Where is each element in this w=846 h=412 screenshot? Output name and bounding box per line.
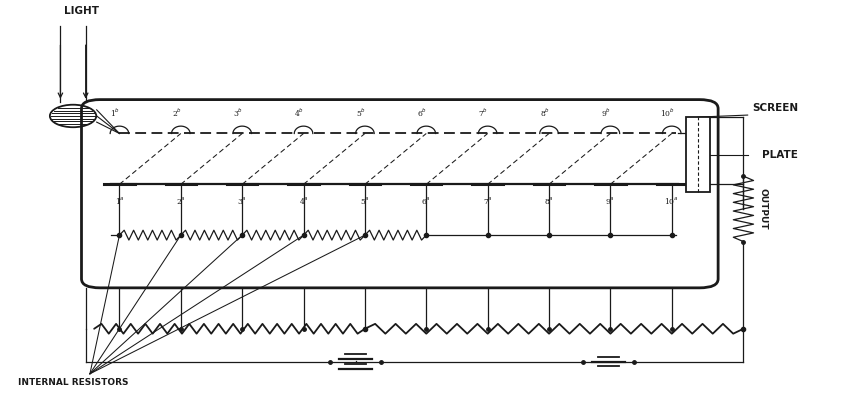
Text: 5$^a$: 5$^a$ xyxy=(360,194,370,206)
FancyBboxPatch shape xyxy=(81,100,718,288)
Text: SCREEN: SCREEN xyxy=(752,103,799,113)
Text: 4$^a$: 4$^a$ xyxy=(299,194,309,206)
Text: 1$^a$: 1$^a$ xyxy=(114,194,124,206)
Bar xyxy=(686,117,710,192)
Text: 2$^b$: 2$^b$ xyxy=(172,107,182,119)
Text: 7$^a$: 7$^a$ xyxy=(483,194,492,206)
Text: 5$^b$: 5$^b$ xyxy=(355,107,365,119)
Text: 10$^a$: 10$^a$ xyxy=(664,194,679,206)
Text: 2$^a$: 2$^a$ xyxy=(176,194,186,206)
Text: 6$^b$: 6$^b$ xyxy=(417,107,427,119)
Text: OUTPUT: OUTPUT xyxy=(759,188,767,229)
Text: 4$^b$: 4$^b$ xyxy=(294,107,305,119)
Text: 10$^b$: 10$^b$ xyxy=(660,107,675,119)
Text: 7$^b$: 7$^b$ xyxy=(478,107,488,119)
Text: 1$^b$: 1$^b$ xyxy=(110,107,120,119)
Text: INTERNAL RESISTORS: INTERNAL RESISTORS xyxy=(19,378,129,387)
Text: 9$^b$: 9$^b$ xyxy=(602,107,611,119)
Text: PLATE: PLATE xyxy=(762,150,799,160)
Text: 3$^a$: 3$^a$ xyxy=(237,194,247,206)
Text: 8$^b$: 8$^b$ xyxy=(540,107,550,119)
Text: 3$^b$: 3$^b$ xyxy=(233,107,243,119)
Text: 8$^a$: 8$^a$ xyxy=(544,194,554,206)
Text: LIGHT: LIGHT xyxy=(64,6,99,16)
Text: 6$^a$: 6$^a$ xyxy=(421,194,431,206)
Text: 9$^a$: 9$^a$ xyxy=(606,194,615,206)
